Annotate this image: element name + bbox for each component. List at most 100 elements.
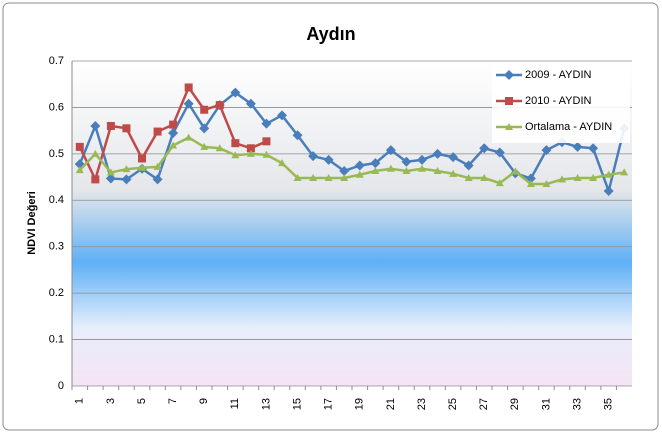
y-tick-label: 0.6 [49,101,64,113]
marker [620,168,629,176]
marker [169,141,178,149]
y-tick-label: 0.4 [49,194,64,206]
x-tick-label: 9 [198,398,210,404]
marker [169,120,178,129]
y-tick-label: 0 [58,380,64,392]
marker [292,130,303,141]
marker [494,147,505,158]
marker [495,179,504,187]
marker [604,170,613,178]
marker [449,169,458,177]
marker [417,154,427,165]
marker [480,174,489,181]
marker [246,149,255,157]
marker [541,145,552,156]
x-tick-label: 21 [385,398,397,410]
marker [153,162,162,170]
y-tick-label: 0.2 [49,287,64,299]
x-tick-label: 33 [571,398,583,410]
marker [448,152,459,163]
x-tick-label: 7 [167,398,179,404]
marker [200,105,209,114]
marker [432,148,443,159]
marker [505,123,513,130]
marker [261,118,272,129]
marker [386,164,395,172]
marker [479,143,490,154]
marker [572,141,583,152]
marker [184,133,193,141]
marker [278,159,286,167]
marker [603,186,614,196]
series-line [78,91,626,196]
marker [183,98,194,109]
marker [152,174,163,185]
marker [106,122,115,130]
x-tick-label: 17 [323,398,335,410]
marker [355,170,364,178]
marker [511,167,520,175]
marker [121,174,132,185]
legend-box [492,63,630,143]
marker [75,142,84,151]
series-line [78,136,625,186]
marker [106,168,115,176]
marker [308,151,319,162]
legend-label: 2009 - AYDIN [525,69,591,81]
marker [323,154,334,165]
marker [463,160,474,171]
marker [122,165,131,173]
x-tick-label: 13 [260,398,272,410]
marker [542,180,551,188]
marker [230,87,241,98]
marker [339,166,350,177]
x-tick-label: 3 [105,398,117,404]
marker [168,127,179,138]
y-axis-label: NDVI Değeri [26,191,38,255]
marker [464,174,473,181]
marker [245,98,256,109]
marker [418,164,426,172]
marker [153,127,162,136]
marker [589,174,598,181]
marker [215,101,224,110]
y-tick-label: 0.7 [49,55,64,67]
marker [324,174,333,181]
marker [277,110,287,121]
marker [371,167,380,175]
x-tick-label: 35 [603,398,615,410]
marker [433,167,442,175]
x-tick-label: 27 [478,398,490,410]
marker [558,175,566,183]
marker [526,180,535,188]
marker [385,145,396,156]
marker [505,97,513,105]
x-tick-label: 11 [229,398,241,409]
marker [401,156,412,167]
marker [573,174,582,181]
legend-label: Ortalama - AYDIN [525,121,612,133]
marker [262,137,271,146]
y-tick-label: 0.3 [49,241,64,253]
marker [354,160,365,171]
x-tick-label: 31 [540,398,552,410]
y-tick-label: 0.1 [49,333,64,345]
marker [231,151,240,159]
marker [138,163,146,171]
marker [262,150,271,158]
chart-title: Aydın [306,24,355,44]
marker [215,144,224,152]
x-tick-label: 15 [291,398,303,410]
x-tick-label: 1 [74,398,86,404]
marker [504,70,514,80]
marker [309,174,318,181]
x-tick-label: 25 [447,398,459,410]
marker [184,83,193,92]
marker [75,166,84,174]
marker [340,174,349,181]
marker [200,142,209,150]
marker [231,139,240,148]
x-tick-label: 29 [509,398,521,410]
legend-label: 2010 - AYDIN [525,95,591,107]
marker [246,144,255,153]
